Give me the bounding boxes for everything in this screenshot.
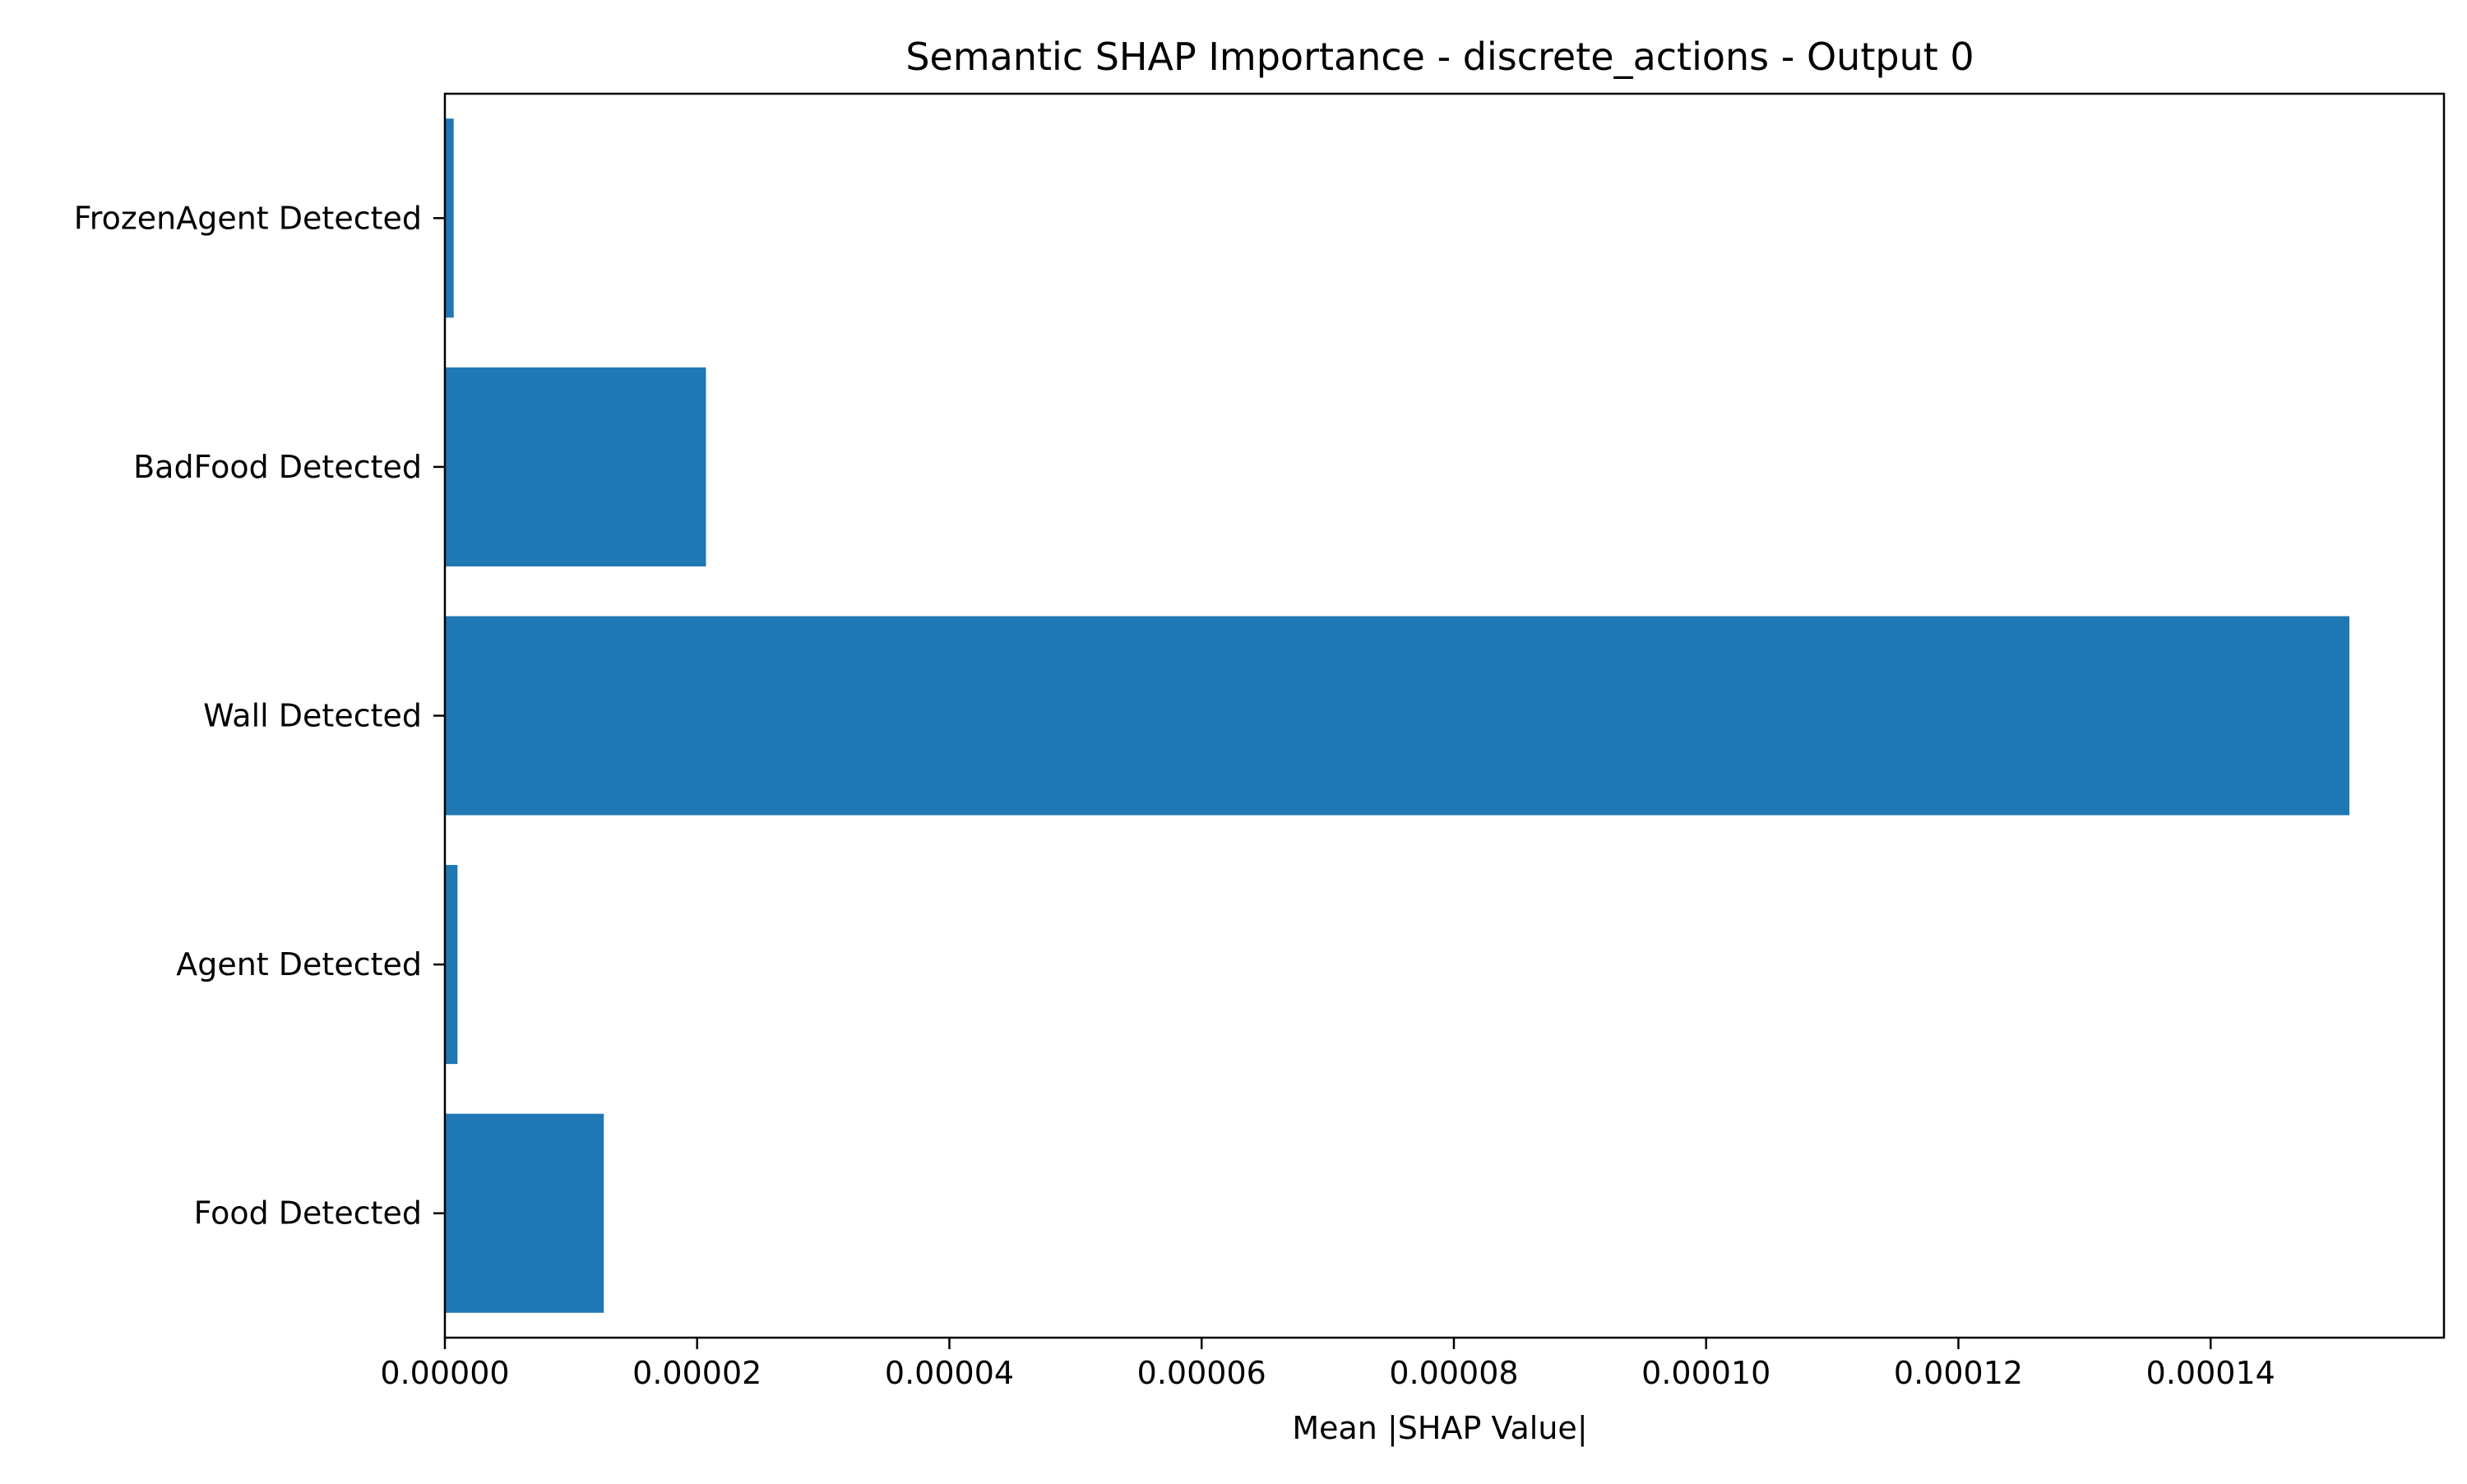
bar-badfood-detected: [445, 367, 706, 566]
plot-frame: [443, 92, 2446, 1339]
y-tick-label: Agent Detected: [176, 946, 422, 982]
bar-wall-detected: [445, 616, 2349, 816]
y-tick-label: BadFood Detected: [133, 449, 422, 485]
y-tick-label: Food Detected: [194, 1195, 422, 1232]
bar-food-detected: [445, 1113, 604, 1313]
bars-layer: [445, 118, 2349, 1313]
y-tick-label: FrozenAgent Detected: [74, 200, 422, 236]
x-tick-label: 0.00014: [2146, 1355, 2275, 1391]
chart-title: Semantic SHAP Importance - discrete_acti…: [905, 35, 1974, 79]
x-tick-label: 0.00006: [1137, 1355, 1266, 1391]
x-tick-label: 0.00002: [632, 1355, 761, 1391]
x-tick-label: 0.00012: [1894, 1355, 2023, 1391]
x-tick-label: 0.00010: [1641, 1355, 1770, 1391]
bar-agent-detected: [445, 865, 458, 1065]
y-tick-label: Wall Detected: [203, 698, 422, 734]
x-tick-label: 0.00008: [1389, 1355, 1518, 1391]
x-tick-label: 0.00000: [380, 1355, 509, 1391]
x-axis-label: Mean |SHAP Value|: [1292, 1410, 1587, 1447]
bar-frozenagent-detected: [445, 118, 454, 318]
axes-layer: FrozenAgent Detected BadFood Detected Wall…: [74, 92, 2446, 1391]
x-tick-label: 0.00004: [885, 1355, 1014, 1391]
